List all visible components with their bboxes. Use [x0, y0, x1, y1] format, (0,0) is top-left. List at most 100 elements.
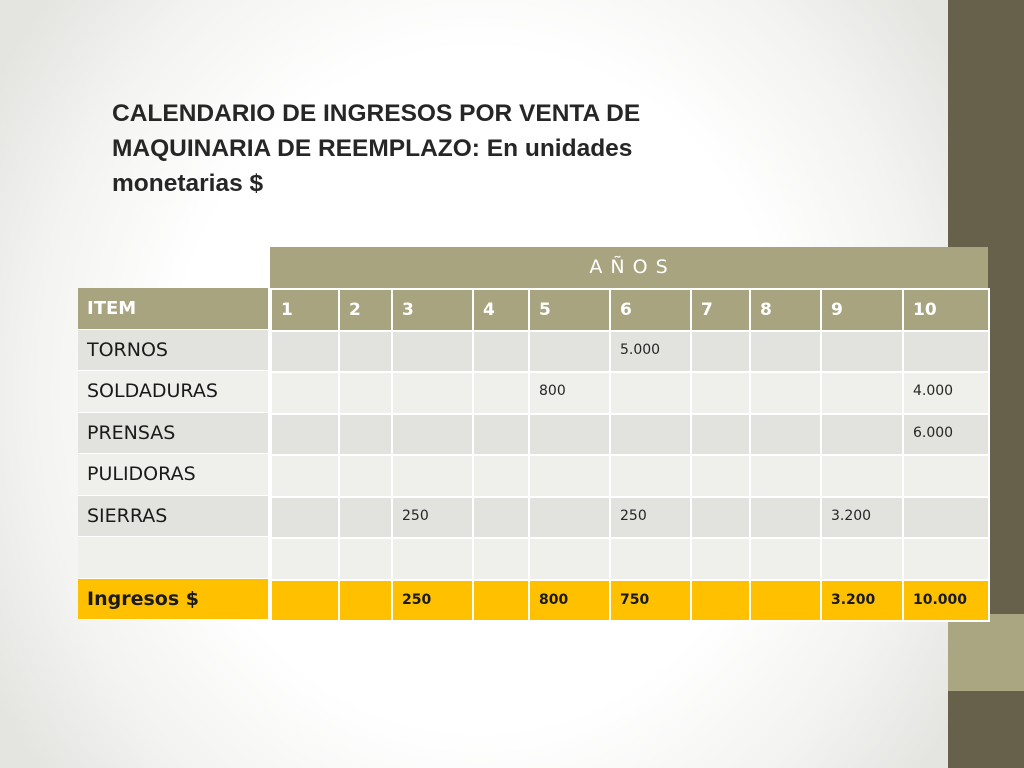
year-label: 7	[690, 288, 751, 332]
value-cell	[609, 454, 692, 498]
year-label: 8	[749, 288, 822, 332]
total-cell	[749, 578, 822, 622]
table-row: 800 4.000	[270, 371, 990, 415]
value-cell	[690, 412, 751, 456]
value-cell	[902, 454, 990, 498]
value-cell	[609, 537, 692, 581]
value-cell	[472, 329, 530, 373]
year-label: 3	[391, 288, 474, 332]
item-label: TORNOS	[78, 329, 268, 371]
years-header: A Ñ O S	[270, 247, 988, 288]
value-cell	[528, 329, 611, 373]
table-row: 5.000	[270, 329, 990, 373]
item-column: ITEM TORNOS SOLDADURAS PRENSAS PULIDORAS…	[78, 288, 268, 620]
value-cell	[820, 454, 904, 498]
value-cell	[270, 537, 340, 581]
value-cell	[690, 495, 751, 539]
year-label: 9	[820, 288, 904, 332]
value-cell	[749, 495, 822, 539]
value-cell	[749, 329, 822, 373]
total-cell	[472, 578, 530, 622]
value-cell: 4.000	[902, 371, 990, 415]
value-cell: 5.000	[609, 329, 692, 373]
year-label: 4	[472, 288, 530, 332]
value-cell	[391, 329, 474, 373]
value-cell: 800	[528, 371, 611, 415]
value-cell: 6.000	[902, 412, 990, 456]
item-label: PRENSAS	[78, 412, 268, 454]
value-cell	[472, 454, 530, 498]
value-cell	[902, 537, 990, 581]
table-row	[270, 454, 990, 498]
value-cell	[902, 495, 990, 539]
value-cell	[749, 412, 822, 456]
value-cell	[338, 537, 393, 581]
value-cell	[528, 537, 611, 581]
year-label: 10	[902, 288, 990, 332]
item-label: SOLDADURAS	[78, 371, 268, 413]
value-cell	[338, 495, 393, 539]
value-cell	[528, 495, 611, 539]
value-cell	[270, 412, 340, 456]
total-cell	[338, 578, 393, 622]
value-cell	[902, 329, 990, 373]
value-cell	[270, 495, 340, 539]
value-cell	[472, 495, 530, 539]
value-cell	[472, 412, 530, 456]
value-cell	[270, 371, 340, 415]
year-label: 5	[528, 288, 611, 332]
value-cell	[820, 329, 904, 373]
table-row	[270, 537, 990, 581]
value-cell	[690, 329, 751, 373]
value-cell	[472, 537, 530, 581]
value-cell: 3.200	[820, 495, 904, 539]
value-cell	[749, 454, 822, 498]
total-cell: 250	[391, 578, 474, 622]
total-label: Ingresos $	[78, 578, 268, 620]
total-cell: 800	[528, 578, 611, 622]
year-label: 1	[270, 288, 340, 332]
value-cell	[270, 454, 340, 498]
table-row: 250 250 3.200	[270, 495, 990, 539]
value-cell	[338, 412, 393, 456]
value-cell	[270, 329, 340, 373]
value-cell	[609, 371, 692, 415]
slide-title: CALENDARIO DE INGRESOS POR VENTA DE MAQU…	[112, 100, 641, 197]
value-cell	[690, 454, 751, 498]
total-cell	[690, 578, 751, 622]
side-accent-block	[948, 614, 1024, 691]
value-cell	[690, 371, 751, 415]
total-cell: 3.200	[820, 578, 904, 622]
item-label	[78, 537, 268, 579]
value-cell	[749, 537, 822, 581]
value-cell	[391, 371, 474, 415]
value-cell: 250	[391, 495, 474, 539]
value-cell	[820, 537, 904, 581]
value-cell	[820, 412, 904, 456]
value-cell	[609, 412, 692, 456]
value-cell	[472, 371, 530, 415]
table-row: 6.000	[270, 412, 990, 456]
income-schedule-table: 1 2 3 4 5 6 7 8 9 10 5.000	[270, 288, 990, 622]
value-cell	[338, 454, 393, 498]
year-header-row: 1 2 3 4 5 6 7 8 9 10	[270, 288, 990, 332]
total-cell: 750	[609, 578, 692, 622]
value-cell: 250	[609, 495, 692, 539]
value-cell	[338, 371, 393, 415]
total-cell: 10.000	[902, 578, 990, 622]
item-header: ITEM	[78, 288, 268, 330]
value-cell	[690, 537, 751, 581]
value-cell	[749, 371, 822, 415]
value-cell	[528, 412, 611, 456]
value-cell	[338, 329, 393, 373]
value-cell	[820, 371, 904, 415]
item-label: SIERRAS	[78, 495, 268, 537]
item-label: PULIDORAS	[78, 454, 268, 496]
total-cell	[270, 578, 340, 622]
year-label: 6	[609, 288, 692, 332]
value-cell	[528, 454, 611, 498]
total-row: 250 800 750 3.200 10.000	[270, 578, 990, 622]
value-cell	[391, 412, 474, 456]
value-cell	[391, 537, 474, 581]
value-cell	[391, 454, 474, 498]
